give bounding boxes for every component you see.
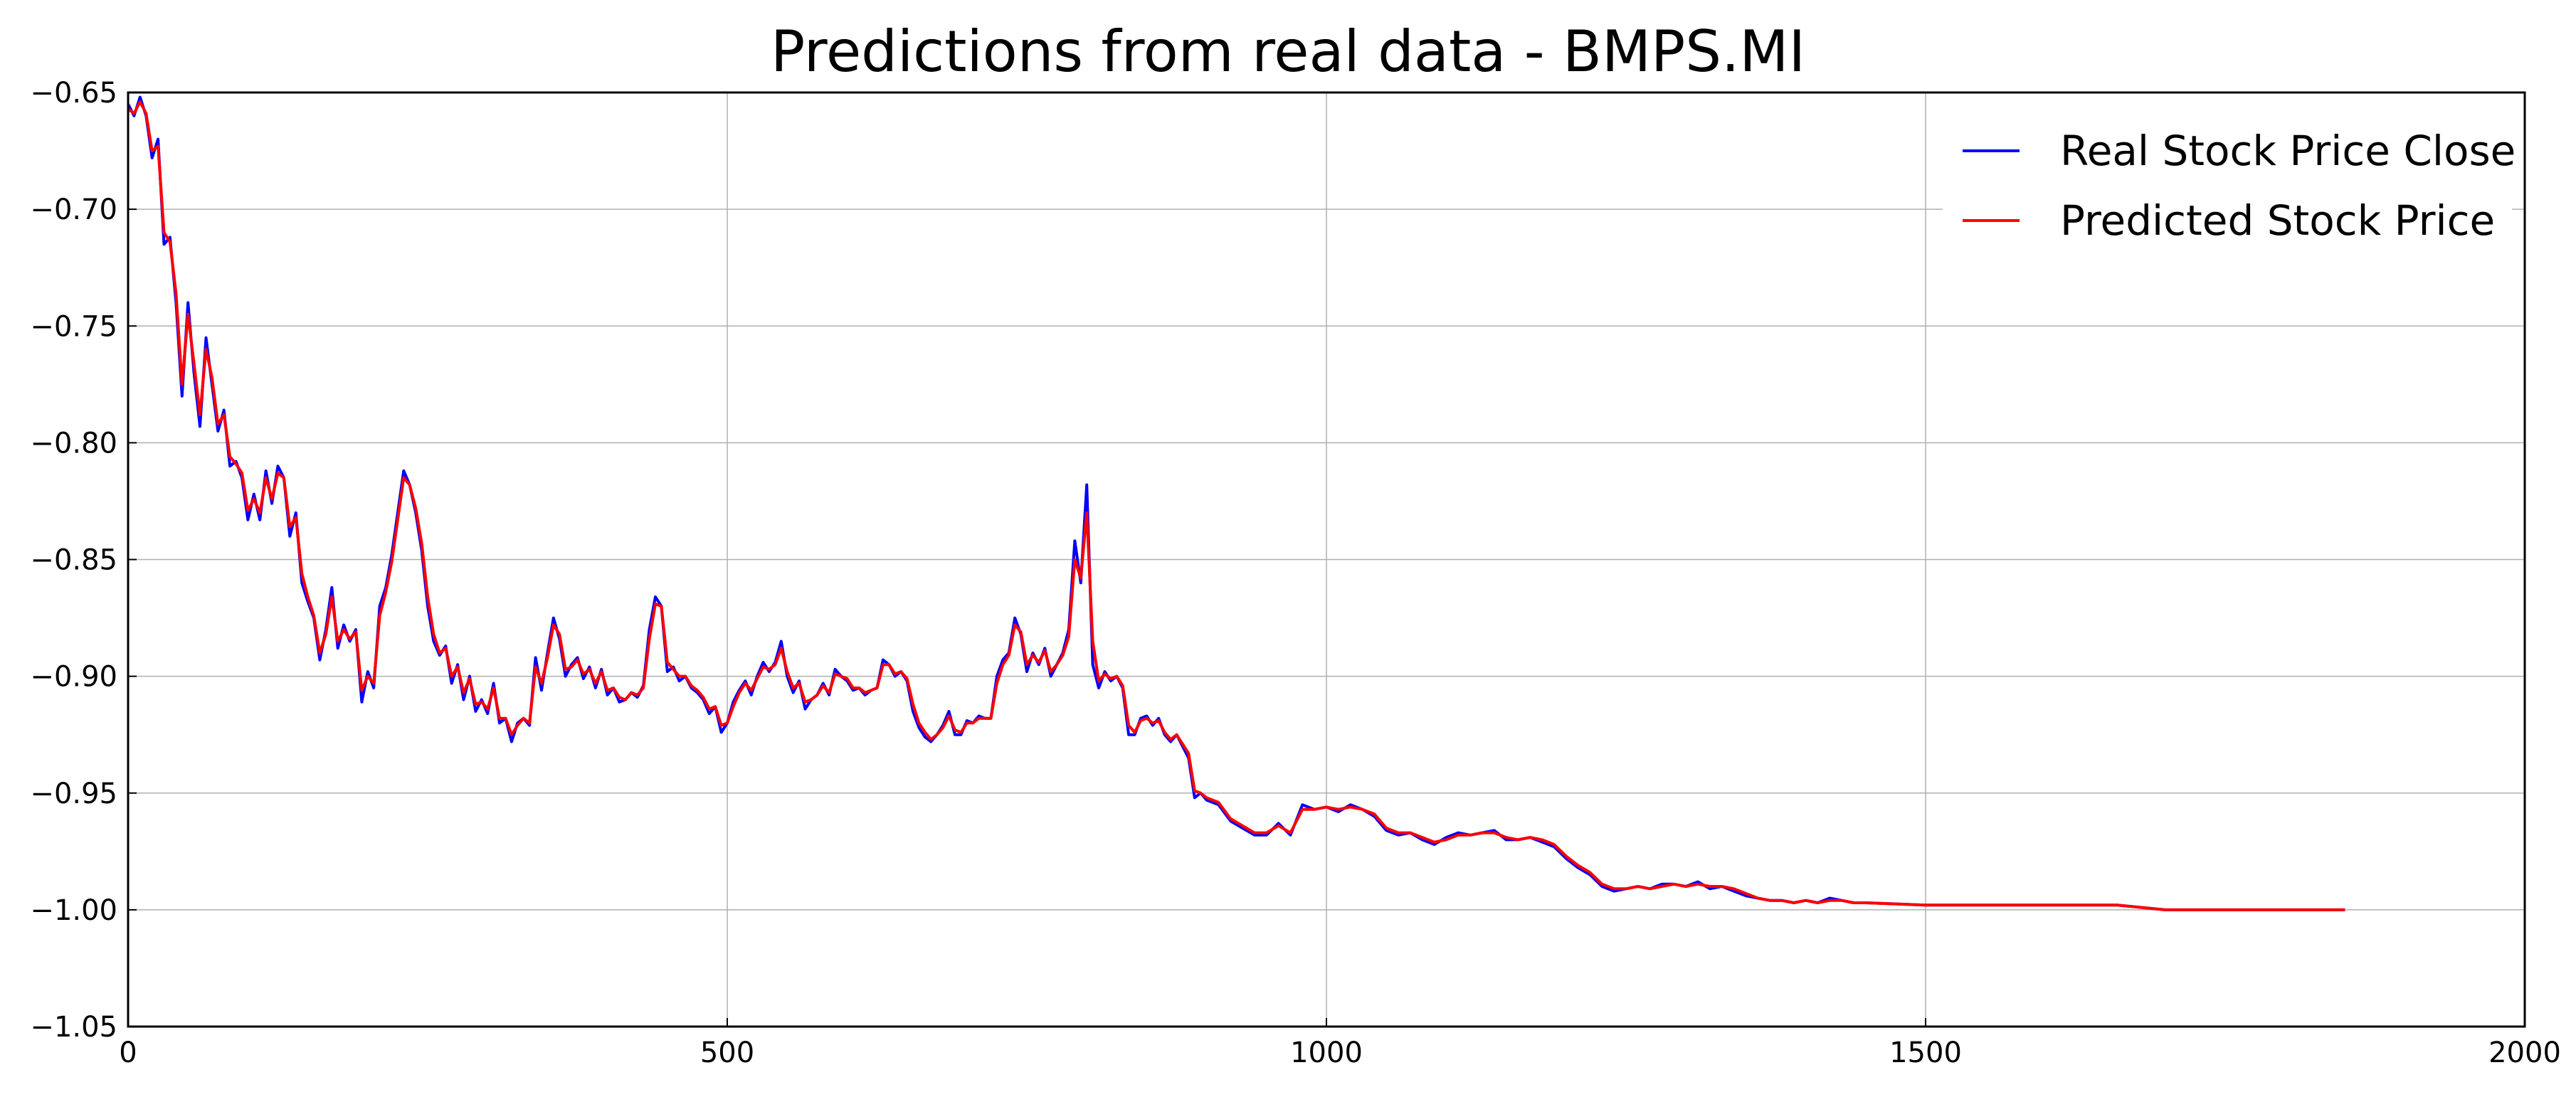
y-tick-label: −1.05 [30, 1011, 117, 1044]
x-tick-label: 1500 [1889, 1037, 1962, 1069]
chart-title: Predictions from real data - BMPS.MI [771, 18, 1805, 85]
axis-ticks: 0 500 1000 1500 2000 −0.65 −0.70 −0.75 −0.80 −0.8… [30, 77, 2560, 1069]
x-tick-label: 500 [700, 1037, 754, 1069]
legend: Real Stock Price Close Predicted Stock P… [1943, 114, 2516, 256]
legend-label-predicted: Predicted Stock Price [2060, 196, 2495, 245]
y-tick-label: −0.95 [30, 778, 117, 810]
series-lines [127, 95, 2345, 911]
y-tick-label: −0.65 [30, 77, 117, 110]
y-tick-label: −0.70 [30, 194, 117, 226]
legend-label-real: Real Stock Price Close [2060, 127, 2516, 175]
legend-box [1943, 114, 2512, 256]
series-line-predicted [127, 100, 2345, 911]
y-tick-label: −0.85 [30, 544, 117, 577]
y-tick-label: −0.90 [30, 661, 117, 694]
x-tick-label: 0 [119, 1037, 137, 1069]
y-tick-label: −1.00 [30, 894, 117, 927]
y-tick-label: −0.75 [30, 310, 117, 343]
y-tick-label: −0.80 [30, 427, 117, 460]
x-tick-label: 1000 [1290, 1037, 1363, 1069]
x-tick-label: 2000 [2488, 1037, 2561, 1069]
